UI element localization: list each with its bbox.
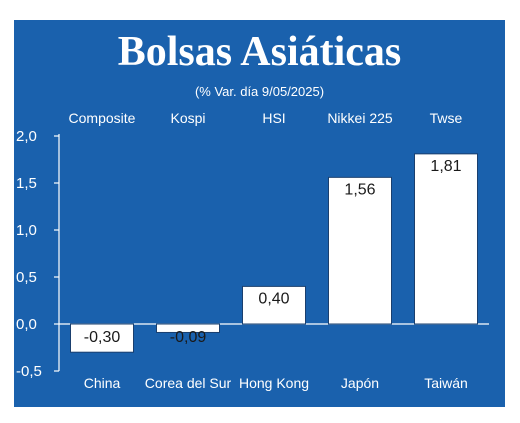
bar — [70, 323, 134, 353]
category-label: Corea del Sur — [145, 375, 232, 391]
index-name-label: Twse — [430, 110, 463, 126]
bar — [242, 285, 306, 325]
bar — [328, 176, 392, 325]
index-name-label: Nikkei 225 — [327, 110, 393, 126]
index-name-label: HSI — [262, 110, 285, 126]
bar-value-label: -0,09 — [170, 329, 207, 346]
labels: 2,0 1,5 1,0 0,5 0,0 -0,5 -0,30 Composite China -0… — [16, 110, 468, 391]
chart-panel: 2,0 1,5 1,0 0,5 0,0 -0,5 -0,30 Composite China -0… — [14, 20, 505, 407]
bar-value-label: 1,81 — [430, 158, 461, 175]
index-name-label: Kospi — [170, 110, 205, 126]
bar-value-label: 1,56 — [344, 181, 375, 198]
y-tick-label: 1,0 — [16, 222, 37, 239]
category-label: Japón — [341, 375, 379, 391]
bar — [414, 153, 478, 325]
category-label: Hong Kong — [239, 375, 309, 391]
chart-title: Bolsas Asiáticas — [117, 29, 402, 75]
category-label: Taiwán — [424, 375, 468, 391]
index-name-label: Composite — [69, 110, 136, 126]
category-label: China — [84, 375, 121, 391]
chart-subtitle: (% Var. día 9/05/2025) — [194, 84, 325, 99]
bar-chart: 2,0 1,5 1,0 0,5 0,0 -0,5 -0,30 Composite China -0… — [16, 110, 489, 391]
bar-value-label: 0,40 — [258, 290, 289, 307]
bar — [156, 323, 220, 333]
y-tick-label: 0,0 — [16, 316, 37, 333]
y-tick-label: 2,0 — [16, 128, 37, 145]
y-tick-label: -0,5 — [16, 363, 42, 380]
y-tick-label: 0,5 — [16, 269, 37, 286]
bar-value-label: -0,30 — [84, 329, 121, 346]
bars — [70, 153, 478, 353]
y-tick-label: 1,5 — [16, 175, 37, 192]
